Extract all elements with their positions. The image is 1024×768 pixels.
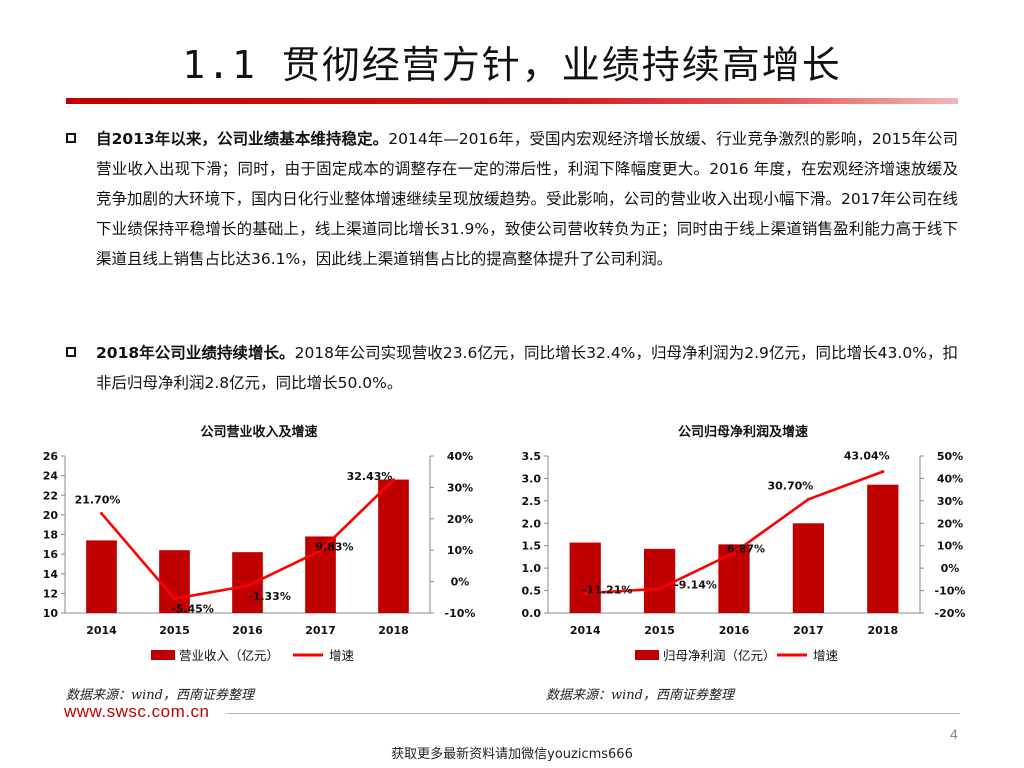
bar-2016 (232, 552, 263, 613)
bar-2014 (569, 542, 601, 613)
bullet-square-icon (66, 133, 76, 143)
left-tick-label: 0.5 (522, 585, 542, 598)
right-tick-label: 10% (937, 540, 963, 553)
left-tick-label: 16 (43, 548, 59, 561)
footer-note: 获取更多最新资料请加微信youzicms666 (391, 747, 633, 762)
data-label: 6.87% (727, 543, 765, 556)
right-tick-label: 30% (447, 481, 473, 494)
bar-2016 (718, 544, 750, 613)
chart-title: 公司营业收入及增速 (200, 424, 317, 440)
x-tick-label: 2014 (570, 624, 601, 637)
net-profit-chart: 公司归母净利润及增速 0.0 0.5 1.0 1.5 2.0 2.5 3.0 3.5 -20% -1… (522, 424, 966, 663)
left-tick-label: 1.0 (522, 562, 542, 575)
left-tick-label: 3.0 (522, 472, 542, 485)
bullet-square-icon (66, 347, 76, 357)
legend-bar-swatch (151, 650, 175, 660)
left-tick-label: 10 (43, 607, 59, 620)
growth-point (881, 470, 885, 474)
left-tick-label: 2.0 (522, 517, 542, 530)
right-tick-label: 10% (447, 544, 473, 557)
right-tick-label: 0% (941, 562, 960, 575)
left-tick-label: 12 (43, 587, 58, 600)
growth-point (583, 591, 587, 595)
right-tick-label: 50% (937, 450, 963, 463)
bullet-paragraph-1: 自2013年以来，公司业绩基本维持稳定。2014年—2016年，受国内宏观经济增… (66, 124, 958, 274)
data-label: 21.70% (75, 493, 121, 506)
x-tick-label: 2018 (378, 624, 409, 637)
growth-point (319, 549, 322, 553)
data-label: -9.14% (674, 579, 717, 592)
data-source-left: 数据来源：wind，西南证券整理 (66, 688, 254, 703)
bullet-lead: 2018年公司业绩持续增长。 (96, 344, 295, 362)
data-label: -1.33% (248, 590, 291, 603)
x-tick-label: 2015 (159, 624, 190, 637)
left-tick-label: 18 (43, 529, 58, 542)
legend-bar-label: 营业收入（亿元） (179, 648, 279, 663)
website-link[interactable]: www.swsc.com.cn (64, 702, 210, 721)
right-tick-label: 20% (937, 517, 963, 530)
left-tick-label: 3.5 (522, 450, 542, 463)
right-tick-label: -10% (935, 585, 966, 598)
left-tick-label: 22 (43, 489, 58, 502)
bar-2018 (378, 479, 409, 613)
bar-2014 (86, 540, 117, 613)
bullet-paragraph-2: 2018年公司业绩持续增长。2018年公司实现营收23.6亿元，同比增长32.4… (66, 338, 958, 398)
x-tick-label: 2017 (793, 624, 824, 637)
data-label: -11.21% (582, 583, 632, 596)
bar-2018 (867, 484, 899, 613)
page-number: 4 (950, 726, 958, 742)
left-tick-label: 0.0 (522, 607, 542, 620)
right-tick-label: 20% (447, 513, 473, 526)
right-tick-label: 0% (451, 576, 470, 589)
bar-2017 (792, 523, 825, 613)
right-tick-label: -20% (935, 607, 966, 620)
legend-bar-label: 归母净利润（亿元） (663, 648, 776, 663)
data-label: 43.04% (844, 450, 890, 463)
left-tick-label: 24 (43, 470, 59, 483)
x-tick-label: 2016 (232, 624, 263, 637)
footer-divider (226, 713, 960, 714)
bullet-lead: 自2013年以来，公司业绩基本维持稳定。 (96, 130, 389, 148)
right-tick-label: 40% (937, 472, 963, 485)
right-tick-label: -10% (445, 607, 476, 620)
x-tick-label: 2014 (86, 624, 117, 637)
right-tick-label: 30% (937, 495, 963, 508)
chart-title: 公司归母净利润及增速 (678, 424, 808, 440)
growth-point (392, 478, 395, 482)
growth-point (100, 511, 103, 515)
right-tick-label: 40% (447, 450, 473, 463)
left-tick-label: 14 (43, 568, 59, 581)
bar-2015 (643, 548, 676, 613)
data-label: 9.83% (315, 541, 353, 554)
left-tick-label: 20 (43, 509, 59, 522)
x-tick-label: 2016 (719, 624, 750, 637)
growth-point (806, 497, 810, 501)
legend-bar-swatch (635, 650, 659, 660)
left-tick-label: 1.5 (522, 540, 542, 553)
bar-2015 (159, 550, 190, 613)
legend-line-label: 增速 (813, 648, 839, 663)
growth-point (173, 597, 176, 601)
bullet-text: 2018年公司实现营收23.6亿元，同比增长32.4%，归母净利润为2.9亿元，… (96, 344, 959, 392)
page-title: 1.1 贯彻经营方针，业绩持续高增长 (182, 43, 842, 87)
growth-point (246, 584, 249, 588)
growth-point (658, 587, 662, 591)
title-underline (66, 98, 958, 104)
growth-point (732, 551, 736, 555)
revenue-chart: 公司营业收入及增速 10 12 14 16 18 20 22 24 26 -10% 0% 10% 20% 3… (43, 424, 476, 663)
data-label: 30.70% (767, 479, 813, 492)
bullet-text: 2014年—2016年，受国内宏观经济增长放缓、行业竞争激烈的影响，2015年公… (96, 130, 958, 268)
legend-line-label: 增速 (329, 648, 355, 663)
data-source-right: 数据来源：wind，西南证券整理 (546, 688, 734, 703)
x-tick-label: 2017 (305, 624, 336, 637)
data-label: 32.43% (347, 470, 393, 483)
x-tick-label: 2015 (644, 624, 675, 637)
data-label: -5.45% (171, 603, 214, 616)
x-tick-label: 2018 (867, 624, 898, 637)
left-tick-label: 26 (43, 450, 59, 463)
left-tick-label: 2.5 (522, 495, 542, 508)
